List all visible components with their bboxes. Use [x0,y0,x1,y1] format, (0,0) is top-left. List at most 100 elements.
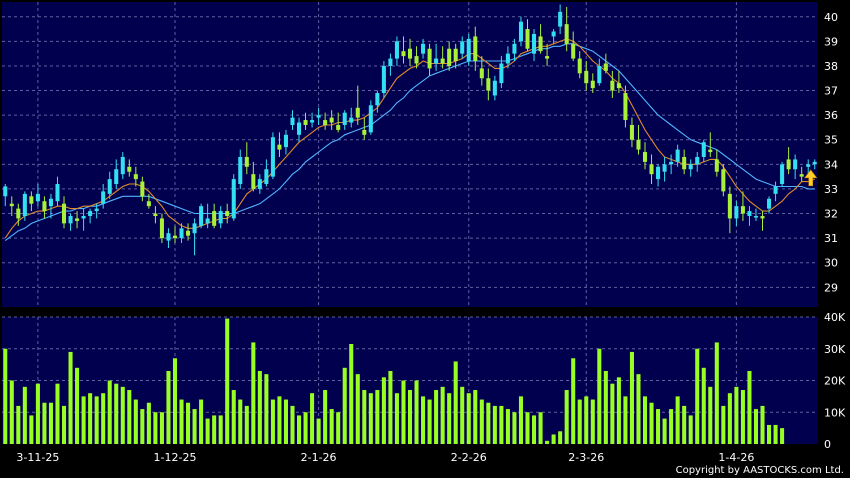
volume-bar [362,390,367,444]
volume-bar [727,393,732,444]
candle-body [564,24,569,44]
candle-body [342,112,347,125]
volume-bar [133,399,138,444]
volume-bar [512,412,517,444]
candle-body [623,93,628,121]
candle-body [629,124,634,140]
date-tick-label: 3-11-25 [16,451,59,464]
candle-body [22,193,27,216]
volume-bar [48,402,53,444]
candle-body [127,166,132,172]
candle-body [225,211,230,216]
candle-body [362,129,367,135]
candle-body [75,218,80,221]
candle-body [355,107,360,118]
candle-body [199,206,204,226]
candle-body [159,218,164,239]
volume-tick-label: 0 [824,438,831,451]
volume-bar [94,396,99,444]
volume-bar [22,386,27,444]
volume-bar [336,412,341,444]
candle-body [277,144,282,150]
moving-average-short [4,38,815,239]
candle-body [701,142,706,157]
candle-body [662,164,667,172]
volume-bar [205,418,210,444]
volume-bar [270,399,275,444]
candle-body [486,78,491,91]
candle-body [179,228,184,239]
date-tick-label: 2-2-26 [451,451,487,464]
candle-body [114,169,119,185]
volume-bar [231,390,236,444]
candle-body [597,65,602,84]
volume-bar [662,418,667,444]
volume-bar [590,399,595,444]
candle-body [244,156,249,167]
volume-bar [3,348,8,444]
volume-bar [75,367,80,444]
price-tick-label: 39 [824,35,838,48]
candle-body [780,164,785,185]
volume-bar [290,405,295,444]
volume-bar [584,396,589,444]
candle-body [336,124,341,130]
candle-body [434,58,439,64]
candle-body [786,159,791,170]
volume-bar [244,405,249,444]
volume-bar [649,402,654,444]
volume-bar [479,399,484,444]
price-tick-label: 37 [824,85,838,98]
volume-bar [460,386,465,444]
candle-body [669,161,674,165]
volume-bar [166,370,171,444]
candle-body [551,31,556,37]
volume-bar [381,377,386,444]
volume-bar [532,415,537,444]
volume-bar [61,405,67,444]
candle-body [584,70,589,84]
volume-bar [447,393,452,444]
candle-body [492,80,497,96]
volume-bar [264,374,269,444]
candle-body [740,206,745,214]
volume-bar [714,342,719,444]
volume-tick-label: 30K [824,343,846,356]
volume-bar [734,386,739,444]
volume-tick-label: 10K [824,406,846,419]
volume-bar [564,390,569,444]
price-tick-label: 29 [824,281,838,294]
volume-bar [42,402,47,444]
volume-bar [597,348,602,444]
volume-bar [675,396,680,444]
volume-bar [159,412,164,444]
candle-body [747,211,752,216]
candle-body [310,120,315,123]
volume-bar [636,374,641,444]
candle-body [440,58,445,64]
volume-bar [114,383,119,444]
candle-body [388,58,393,66]
volume-bar [558,431,563,444]
candle-body [231,179,236,219]
volume-bar [218,415,223,444]
volume-bar [88,393,93,444]
volume-bar [434,390,439,444]
volume-bar [192,409,197,444]
candle-body [401,51,406,57]
candle-body [688,164,693,170]
date-tick-label: 1-4-26 [718,451,754,464]
candle-body [590,80,595,89]
candle-body [767,198,772,209]
volume-bar [120,386,125,444]
candle-body [9,203,14,207]
candle-body [499,63,504,84]
candle-body [545,56,550,59]
copyright-text: Copyright by AASTOCKS.com Ltd. [675,465,844,476]
candle-body [323,120,328,125]
candle-body [297,122,302,135]
candle-body [753,215,759,218]
volume-bar [323,390,328,444]
candle-body [505,53,510,64]
candle-body [649,164,654,175]
